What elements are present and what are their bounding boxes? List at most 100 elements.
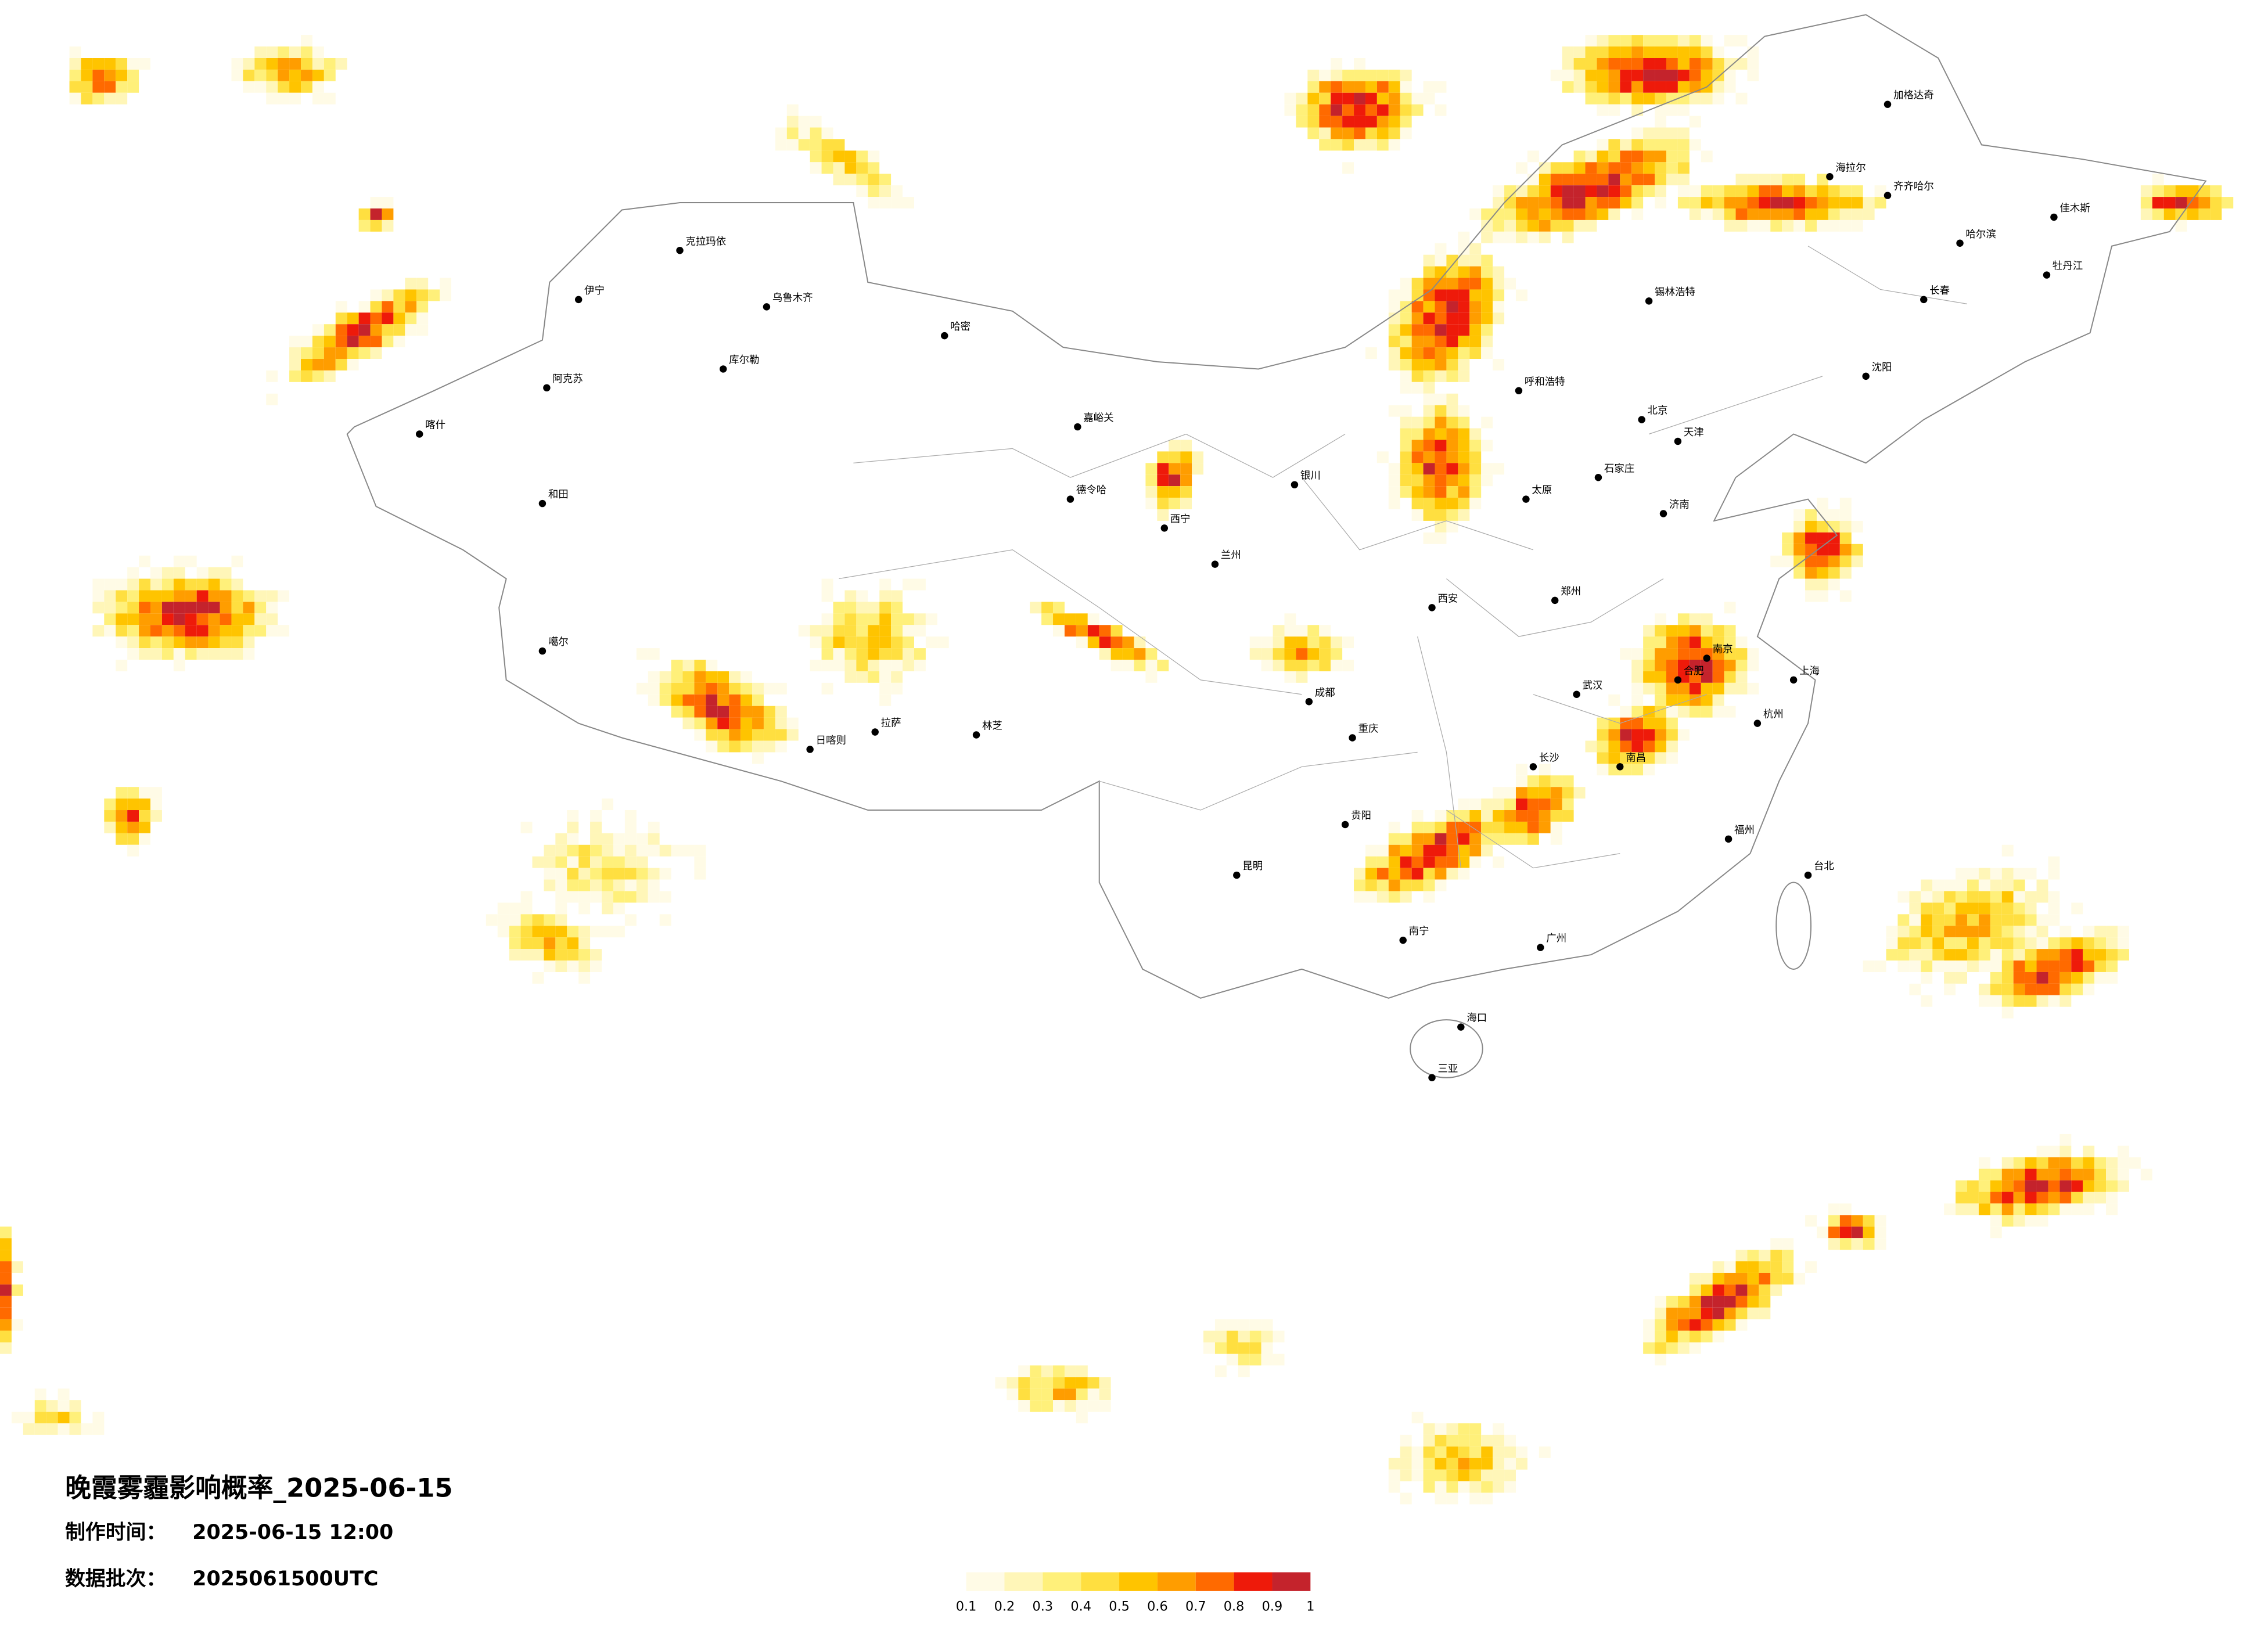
heat-cell (1411, 844, 1424, 857)
heat-cell (1851, 220, 1863, 232)
legend-swatch (1043, 1572, 1081, 1591)
heat-cell (2094, 961, 2107, 972)
heat-cell (1169, 498, 1181, 510)
heat-cell (1608, 740, 1620, 753)
heat-cell (266, 92, 278, 105)
heat-cell (1365, 868, 1377, 880)
heat-cell (1388, 1458, 1400, 1470)
heat-cell (2025, 891, 2037, 903)
heat-cell (1087, 1400, 1099, 1412)
heat-cell (509, 926, 521, 938)
heat-cell (2036, 1168, 2048, 1181)
heat-cell (2036, 1145, 2048, 1157)
heat-cell (1515, 821, 1527, 833)
heat-cell (1469, 1446, 1482, 1458)
heat-cell (763, 706, 775, 718)
heat-cell (254, 69, 267, 81)
city-label: 西安 (1437, 593, 1458, 605)
heat-cell (706, 671, 718, 683)
heat-cell (729, 729, 741, 741)
city-label: 北京 (1648, 405, 1668, 417)
heat-cell (0, 1284, 12, 1296)
heat-cell (1597, 185, 1609, 197)
heat-cell (879, 602, 892, 614)
heat-cell (1828, 197, 1840, 208)
heat-cell (1990, 1180, 2002, 1192)
heat-cell (1469, 312, 1482, 325)
heat-cell (2025, 914, 2037, 926)
heat-cell (1527, 810, 1539, 822)
heat-cell (347, 347, 359, 359)
heat-cell (243, 590, 255, 602)
heat-cell (1597, 208, 1609, 220)
heat-cell (1874, 185, 1886, 197)
heat-cell (1597, 752, 1609, 764)
heat-cell (1655, 162, 1666, 174)
heat-cell (1515, 208, 1527, 220)
heat-cell (2025, 949, 2037, 961)
heat-cell (1573, 150, 1586, 163)
city-label: 重庆 (1358, 724, 1379, 735)
heat-cell (2083, 1192, 2095, 1204)
heat-cell (2059, 1168, 2072, 1181)
heat-cell (208, 567, 220, 579)
heat-cell (2059, 983, 2072, 995)
heat-cell (659, 682, 671, 695)
heat-cell (231, 555, 243, 567)
heat-cell (868, 602, 880, 614)
heat-cell (416, 301, 429, 313)
city-dot (972, 731, 980, 739)
heat-cell (1655, 752, 1666, 764)
heat-cell (1169, 463, 1181, 475)
heat-cell (2106, 1180, 2118, 1192)
heat-cell (567, 961, 579, 972)
heat-cell (1655, 185, 1666, 197)
heat-cell (1701, 706, 1713, 718)
cities: 乌鲁木齐克拉玛依伊宁喀什和田阿克苏库尔勒哈密拉萨日喀则林芝噶尔德令哈嘉峪关西宁兰… (415, 90, 2090, 1081)
heat-cell (1411, 301, 1424, 313)
heat-cell (1053, 1388, 1065, 1401)
heat-cell (1724, 35, 1736, 47)
heat-cell (2025, 1180, 2037, 1192)
heat-cell (1782, 1272, 1794, 1285)
heat-cell (2106, 926, 2118, 938)
heat-cell (1376, 92, 1389, 105)
heat-cell (1701, 1330, 1713, 1343)
heat-cell (1354, 104, 1365, 116)
heat-cell (2048, 961, 2060, 972)
heat-cell (602, 798, 613, 811)
heat-cell (775, 139, 787, 151)
heat-cell (1400, 451, 1412, 463)
heat-cell (1435, 324, 1447, 336)
heat-cell (1145, 486, 1158, 498)
heat-cell (1677, 636, 1690, 649)
heat-cell (1677, 1330, 1690, 1343)
heat-cell (1944, 949, 1956, 961)
heat-cell (2025, 1203, 2037, 1215)
heat-cell (2059, 972, 2072, 984)
heat-cell (544, 844, 556, 857)
heat-cell (382, 336, 394, 348)
heat-cell (1816, 208, 1828, 220)
heat-cell (1839, 567, 1852, 579)
heat-cell (1689, 116, 1701, 128)
heat-cell (2106, 949, 2118, 961)
heat-cell (1388, 127, 1400, 139)
heat-cell (1157, 451, 1169, 463)
heat-cell (1770, 197, 1782, 208)
heat-cell (1400, 289, 1412, 301)
heat-cell (1515, 1446, 1527, 1458)
heat-cell (1214, 1330, 1227, 1343)
heat-cell (1978, 891, 1990, 903)
heat-cell (382, 208, 394, 220)
heat-cell (1793, 555, 1806, 567)
heat-cell (1493, 1481, 1505, 1493)
heat-cell (903, 660, 914, 671)
heat-cell (567, 891, 579, 903)
heat-cell (1608, 174, 1620, 186)
heat-cell (1874, 961, 1886, 972)
heat-cell (405, 289, 417, 301)
heat-cell (1782, 174, 1794, 186)
heat-cell (1597, 174, 1609, 186)
heat-cell (1354, 69, 1365, 81)
